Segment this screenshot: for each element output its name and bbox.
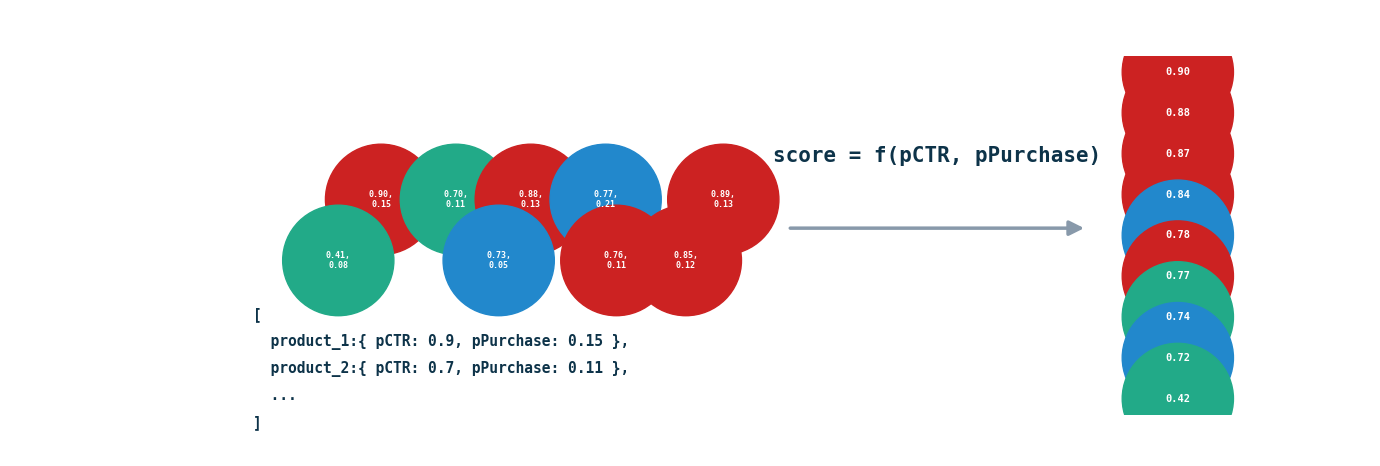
- Text: 0.85,
0.12: 0.85, 0.12: [673, 251, 698, 270]
- Text: 0.84: 0.84: [1165, 190, 1191, 199]
- Ellipse shape: [1122, 17, 1234, 127]
- Text: score = f(pCTR, pPurchase): score = f(pCTR, pPurchase): [773, 146, 1101, 166]
- Text: 0.76,
0.11: 0.76, 0.11: [604, 251, 629, 270]
- Text: [: [: [253, 307, 261, 322]
- Text: 0.77: 0.77: [1165, 271, 1191, 281]
- Text: 0.89,
0.13: 0.89, 0.13: [711, 190, 736, 209]
- Ellipse shape: [551, 144, 661, 255]
- Text: 0.72: 0.72: [1165, 353, 1191, 363]
- Text: ...: ...: [253, 388, 297, 403]
- Text: 0.70,
0.11: 0.70, 0.11: [443, 190, 468, 209]
- Ellipse shape: [1122, 58, 1234, 168]
- Text: product_2:{ pCTR: 0.7, pPurchase: 0.11 },: product_2:{ pCTR: 0.7, pPurchase: 0.11 }…: [253, 361, 629, 377]
- Text: 0.78: 0.78: [1165, 230, 1191, 240]
- Ellipse shape: [326, 144, 436, 255]
- Ellipse shape: [400, 144, 512, 255]
- Text: 0.42: 0.42: [1165, 394, 1191, 404]
- Text: 0.88,
0.13: 0.88, 0.13: [519, 190, 544, 209]
- Text: 0.88: 0.88: [1165, 108, 1191, 118]
- Ellipse shape: [1122, 98, 1234, 209]
- Text: 0.90: 0.90: [1165, 67, 1191, 77]
- Ellipse shape: [1122, 221, 1234, 331]
- Text: 0.90,
0.15: 0.90, 0.15: [368, 190, 393, 209]
- Text: product_1:{ pCTR: 0.9, pPurchase: 0.15 },: product_1:{ pCTR: 0.9, pPurchase: 0.15 }…: [253, 334, 629, 350]
- Ellipse shape: [1122, 262, 1234, 372]
- Text: 0.87: 0.87: [1165, 149, 1191, 159]
- Text: 0.74: 0.74: [1165, 312, 1191, 322]
- Text: 0.77,
0.21: 0.77, 0.21: [593, 190, 618, 209]
- Text: 0.41,
0.08: 0.41, 0.08: [326, 251, 351, 270]
- Text: ]: ]: [253, 415, 261, 430]
- Ellipse shape: [1122, 180, 1234, 291]
- Ellipse shape: [475, 144, 586, 255]
- Ellipse shape: [1122, 343, 1234, 454]
- Ellipse shape: [1122, 302, 1234, 413]
- Ellipse shape: [1122, 139, 1234, 250]
- Ellipse shape: [283, 205, 393, 315]
- Ellipse shape: [560, 205, 672, 315]
- Ellipse shape: [668, 144, 778, 255]
- Ellipse shape: [631, 205, 741, 315]
- Ellipse shape: [443, 205, 555, 315]
- Text: 0.73,
0.05: 0.73, 0.05: [486, 251, 511, 270]
